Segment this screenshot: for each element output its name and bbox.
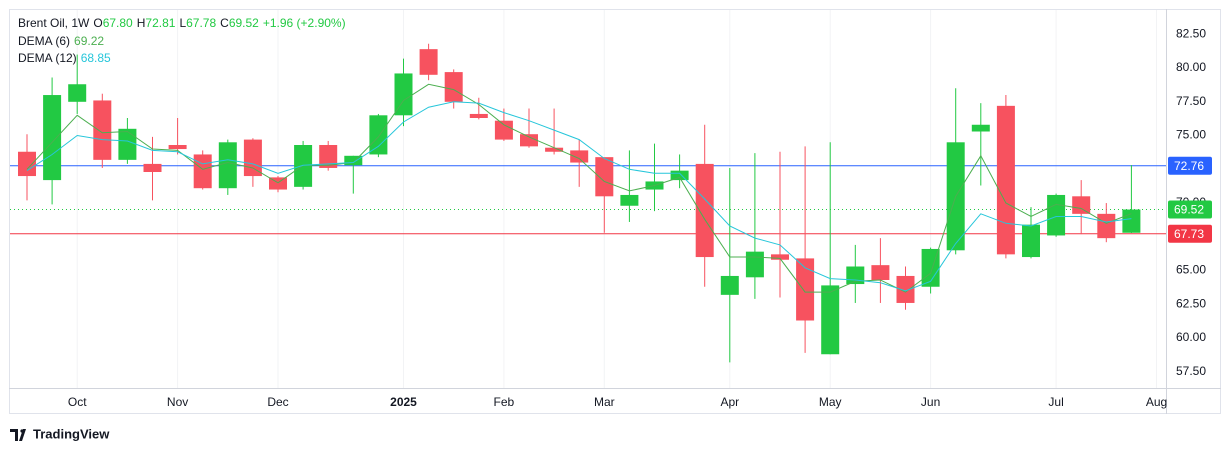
legend: Brent Oil, 1W O67.80 H72.81 L67.78 C69.52 +1.… xyxy=(18,16,346,65)
candle-body xyxy=(369,115,388,155)
grid xyxy=(10,10,1166,388)
candle-body xyxy=(168,145,187,150)
x-tick-label: Oct xyxy=(68,395,87,409)
candle-body xyxy=(294,145,313,187)
x-tick-label: Apr xyxy=(720,395,739,409)
candle-body xyxy=(218,142,237,189)
brand-name: TradingView xyxy=(33,426,110,441)
candle-body xyxy=(419,49,438,75)
frame xyxy=(9,9,1221,414)
plot xyxy=(18,43,1141,363)
candle-body xyxy=(720,275,739,295)
candle-body xyxy=(43,95,62,181)
y-tick-label: 75.00 xyxy=(1176,128,1206,142)
candle-body xyxy=(344,155,363,166)
y-tick-label: 77.50 xyxy=(1176,94,1206,108)
candle-body xyxy=(469,113,488,118)
y-tick-label: 60.00 xyxy=(1176,330,1206,344)
candle-body xyxy=(1022,224,1040,258)
y-tick-label: 62.50 xyxy=(1176,296,1206,310)
brand: TradingView xyxy=(10,426,110,441)
legend-row: DEMA (12) 68.85 xyxy=(18,51,111,65)
price-label: 67.73 xyxy=(1174,227,1204,241)
x-tick-label: Jul xyxy=(1048,395,1063,409)
x-tick-label: Nov xyxy=(167,395,188,409)
y-tick-label: 57.50 xyxy=(1176,364,1206,378)
candle-body xyxy=(118,128,137,160)
legend-row: DEMA (6) 69.22 xyxy=(18,34,104,48)
candle-body xyxy=(871,265,890,280)
x-tick-label: Dec xyxy=(267,395,288,409)
candle-body xyxy=(1047,194,1066,236)
symbol: Brent Oil, 1W xyxy=(18,16,90,30)
logo xyxy=(10,429,26,441)
y-tick-label: 82.50 xyxy=(1176,26,1206,40)
indicator-value: 69.22 xyxy=(74,34,104,48)
x-tick-label: Feb xyxy=(494,395,515,409)
candle-body xyxy=(143,163,162,172)
legend-row: Brent Oil, 1W O67.80 H72.81 L67.78 C69.52 +1.… xyxy=(18,16,346,30)
ohlc-key: O xyxy=(93,16,102,30)
candle-body xyxy=(1122,209,1141,233)
candle-body xyxy=(1097,213,1116,239)
candle-body xyxy=(796,258,815,321)
ohlc-key: L xyxy=(179,16,186,30)
candle-body xyxy=(821,285,840,355)
candle-body xyxy=(193,154,212,189)
axes: 57.5060.0062.5065.0067.5070.0072.5075.00… xyxy=(68,26,1212,409)
indicator-value: 68.85 xyxy=(81,51,111,65)
candle-body xyxy=(444,72,463,102)
x-tick-label: Aug xyxy=(1146,395,1167,409)
candle-body xyxy=(243,139,262,177)
price-label-box xyxy=(1168,156,1212,175)
candle-body xyxy=(545,147,564,152)
candle-body xyxy=(595,157,614,197)
ohlc-value: 72.81 xyxy=(145,16,175,30)
y-tick-label: 65.00 xyxy=(1176,263,1206,277)
x-tick-label: 2025 xyxy=(390,395,417,409)
candle-body xyxy=(670,170,689,181)
x-tick-label: May xyxy=(819,395,842,409)
ohlc-value: 69.52 xyxy=(229,16,259,30)
ohlc-key: H xyxy=(137,16,146,30)
price-label-box xyxy=(1168,224,1212,243)
ohlc-key: C xyxy=(220,16,229,30)
candle-body xyxy=(394,73,413,116)
candle-body xyxy=(18,151,36,177)
indicator-name: DEMA (12) xyxy=(18,51,77,65)
candle-body xyxy=(695,163,714,258)
candle-body xyxy=(570,150,589,163)
price-label: 72.76 xyxy=(1174,159,1204,173)
candle-body xyxy=(520,134,538,147)
candle-body xyxy=(494,120,513,140)
price-label: 69.52 xyxy=(1174,203,1204,217)
price-label-box xyxy=(1168,200,1212,219)
candle-body xyxy=(319,145,338,168)
indicator-line xyxy=(26,101,1132,292)
change: +1.96 (+2.90%) xyxy=(263,16,346,30)
x-tick-label: Mar xyxy=(594,395,615,409)
indicator-name: DEMA (6) xyxy=(18,34,70,48)
candle-body xyxy=(996,105,1015,255)
candle-body xyxy=(68,84,87,102)
candle-body xyxy=(620,194,639,206)
ohlc-value: 67.78 xyxy=(186,16,216,30)
ohlc-value: 67.80 xyxy=(103,16,133,30)
candle-body xyxy=(896,275,915,303)
candle-body xyxy=(771,254,789,260)
x-tick-label: Jun xyxy=(921,395,940,409)
candle-body xyxy=(93,100,112,160)
y-tick-label: 80.00 xyxy=(1176,60,1206,74)
logo-dot xyxy=(20,429,24,433)
indicator-line xyxy=(26,83,1132,293)
candle-body xyxy=(745,251,764,278)
candle-body xyxy=(1072,196,1091,214)
candle-body xyxy=(971,124,990,132)
